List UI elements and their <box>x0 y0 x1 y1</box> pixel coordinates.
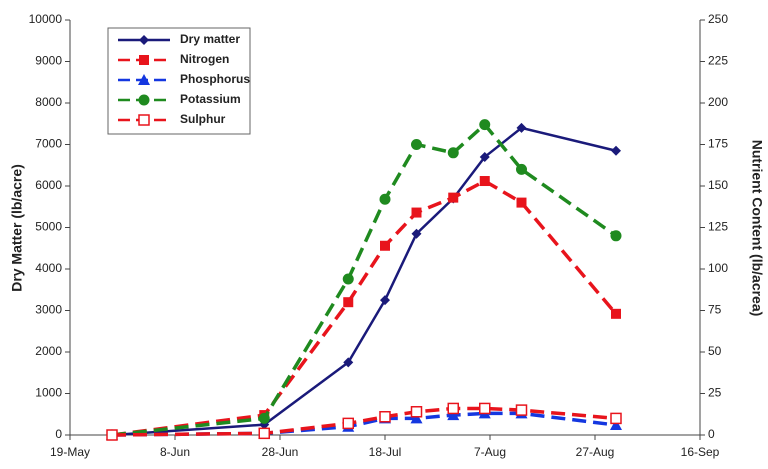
marker <box>411 207 422 218</box>
marker <box>379 193 391 205</box>
y-tick-label: 7000 <box>35 137 62 151</box>
marker <box>610 419 622 431</box>
legend-label: Nitrogen <box>180 52 229 66</box>
y-tick-label: 0 <box>55 427 62 441</box>
legend-box <box>107 27 251 135</box>
y-tick-label: 6000 <box>35 178 62 192</box>
y2-axis-label: Nutrient Content (lb/acrea) <box>749 140 765 317</box>
y2-tick-label: 200 <box>708 95 728 109</box>
y2-tick-label: 175 <box>708 137 728 151</box>
marker <box>516 122 527 133</box>
marker <box>138 74 150 85</box>
y-tick-label: 2000 <box>35 344 62 358</box>
marker <box>447 409 460 421</box>
marker <box>448 192 459 203</box>
marker <box>447 402 459 415</box>
y2-tick-label: 50 <box>708 344 722 358</box>
marker <box>479 151 490 162</box>
marker <box>342 273 354 285</box>
marker <box>343 357 354 368</box>
legend-label: Dry matter <box>180 32 240 46</box>
y-tick-label: 8000 <box>35 95 62 109</box>
marker <box>515 404 528 416</box>
marker <box>379 410 391 423</box>
y-tick-label: 10000 <box>29 12 63 26</box>
marker <box>410 412 423 424</box>
marker <box>342 417 354 430</box>
marker <box>447 147 459 159</box>
x-tick-label: 8-Jun <box>160 445 190 459</box>
marker <box>479 402 491 415</box>
x-tick-label: 7-Aug <box>474 445 506 459</box>
series-line <box>111 126 617 437</box>
marker <box>479 176 490 187</box>
y2-tick-label: 75 <box>708 303 722 317</box>
marker <box>343 297 354 308</box>
marker <box>611 308 621 319</box>
marker <box>610 412 622 425</box>
marker <box>258 412 270 424</box>
legend-label: Potassium <box>180 92 241 106</box>
x-tick-label: 19-May <box>50 445 90 459</box>
marker <box>139 35 149 45</box>
y-tick-label: 3000 <box>35 303 62 317</box>
y2-tick-label: 250 <box>708 12 728 26</box>
marker <box>139 55 149 65</box>
marker <box>380 240 390 251</box>
marker <box>138 94 150 106</box>
y2-tick-label: 225 <box>708 54 728 68</box>
marker <box>516 197 527 208</box>
y2-tick-label: 0 <box>708 427 715 441</box>
x-tick-label: 27-Aug <box>576 445 615 459</box>
y-tick-label: 5000 <box>35 220 62 234</box>
y2-tick-label: 125 <box>708 220 728 234</box>
marker <box>380 295 390 306</box>
y-tick-label: 9000 <box>35 54 62 68</box>
marker <box>411 228 422 239</box>
x-tick-label: 16-Sep <box>681 445 720 459</box>
y-tick-label: 4000 <box>35 261 62 275</box>
y2-tick-label: 150 <box>708 178 728 192</box>
y2-tick-label: 25 <box>708 386 722 400</box>
marker <box>410 406 423 418</box>
marker <box>610 230 622 242</box>
marker <box>611 145 621 156</box>
series-line <box>111 179 618 437</box>
marker <box>258 427 270 440</box>
x-tick-label: 28-Jun <box>262 445 299 459</box>
y-axis-label: Dry Matter (lb/acre) <box>9 164 25 292</box>
marker <box>479 119 491 131</box>
marker <box>516 163 527 175</box>
marker <box>106 429 118 441</box>
x-tick-label: 18-Jul <box>369 445 402 459</box>
legend-label: Phosphorus <box>180 72 250 86</box>
marker <box>411 139 422 150</box>
y-tick-label: 1000 <box>35 386 62 400</box>
legend-label: Sulphur <box>180 112 226 126</box>
y2-tick-label: 100 <box>708 261 728 275</box>
marker <box>138 114 150 126</box>
